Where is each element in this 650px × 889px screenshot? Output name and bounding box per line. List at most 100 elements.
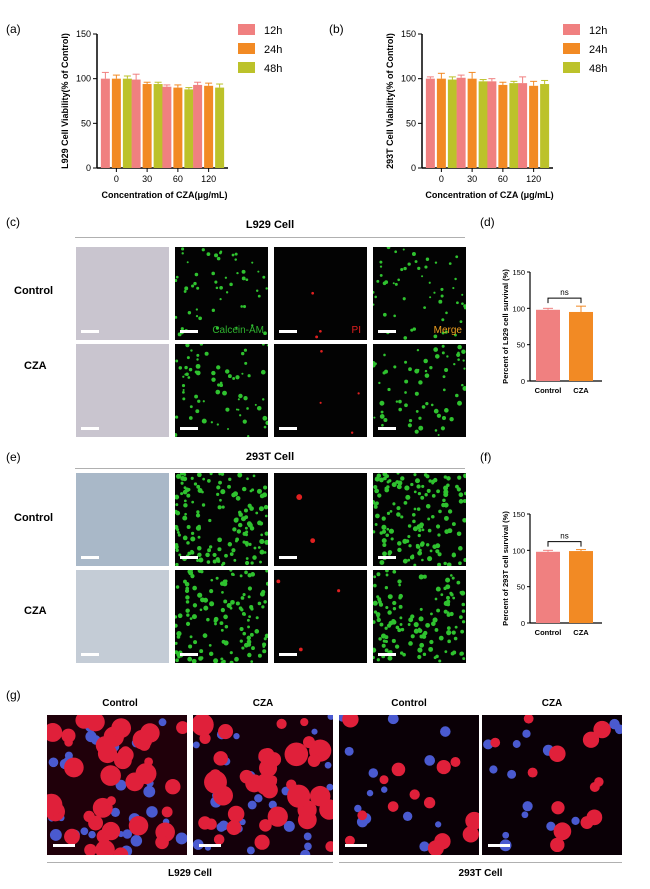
cell (387, 715, 399, 725)
cell (422, 574, 427, 579)
cell (256, 405, 262, 411)
cell (376, 572, 381, 577)
cell (379, 265, 383, 268)
cell (75, 715, 93, 729)
pi-image: PI (274, 247, 367, 340)
cell (311, 291, 315, 295)
cell (393, 314, 396, 318)
cell (441, 351, 445, 355)
cell (238, 510, 242, 515)
group-divider-293t (339, 862, 622, 863)
cell (254, 403, 257, 406)
cell (446, 602, 451, 607)
cell (456, 580, 461, 585)
cell (375, 501, 379, 506)
cell (425, 503, 431, 509)
cell (489, 765, 498, 774)
cell (203, 605, 209, 611)
row-label-cza: CZA (24, 360, 47, 372)
cell (390, 537, 394, 541)
cell (460, 590, 466, 596)
cell (379, 775, 389, 785)
cell (241, 351, 245, 356)
cell (175, 615, 178, 619)
cell (442, 388, 446, 392)
cell (227, 542, 233, 547)
cell (394, 250, 398, 254)
x-tick-label: 120 (526, 174, 541, 184)
cell (225, 369, 230, 374)
cell (161, 806, 173, 818)
panel-label-b: (b) (329, 22, 344, 36)
cell (327, 715, 333, 720)
cell (196, 510, 200, 514)
cell (175, 278, 178, 283)
cell (190, 550, 195, 555)
cell (88, 815, 104, 831)
cell (220, 628, 224, 632)
bar (536, 309, 560, 381)
x-axis-label: Concentration of CZA(μg/mL) (102, 190, 228, 200)
bar (498, 84, 508, 168)
cell (428, 281, 431, 284)
cell (379, 400, 385, 406)
cell (261, 605, 265, 609)
cell (213, 658, 219, 663)
cell (441, 344, 445, 348)
cell (399, 616, 403, 620)
cell (384, 635, 389, 640)
cell (255, 616, 259, 620)
cell (246, 846, 255, 855)
scale-bar (53, 844, 75, 847)
bar (184, 89, 194, 168)
y-axis-label: Percent of 293T cell survival (%) (501, 511, 510, 626)
cell (220, 657, 224, 661)
cell (412, 327, 417, 331)
cell (204, 351, 209, 356)
cell (240, 608, 244, 612)
cell (110, 807, 120, 817)
cell (416, 507, 421, 511)
cell (425, 257, 430, 261)
cell (397, 547, 402, 553)
cell (235, 408, 238, 411)
cell (264, 531, 268, 536)
cell (130, 835, 143, 847)
cell (251, 324, 254, 327)
cell (315, 335, 319, 339)
legend-label: 24h (589, 44, 607, 56)
scale-bar (279, 427, 297, 430)
cell (457, 344, 462, 350)
cell (445, 584, 451, 590)
cell (402, 297, 406, 301)
cell (175, 650, 179, 655)
cell (423, 358, 428, 364)
cell (226, 820, 242, 836)
cell (408, 617, 414, 623)
x-tick-label: CZA (573, 386, 589, 395)
cell (220, 607, 225, 613)
cell (243, 508, 248, 513)
cell (210, 578, 214, 582)
cell (246, 635, 252, 641)
cell-texture (175, 570, 268, 663)
cell (190, 349, 193, 352)
bar (142, 84, 152, 168)
calcein-image (175, 570, 268, 663)
cell (512, 740, 521, 748)
cell (405, 494, 411, 500)
cell (229, 552, 234, 556)
y-tick-label: 0 (521, 377, 525, 386)
cell (382, 551, 387, 557)
cell (374, 362, 377, 366)
cell (247, 435, 250, 437)
cell (235, 496, 241, 501)
cell (463, 307, 466, 310)
cell (303, 832, 312, 841)
cell (409, 789, 420, 800)
cell (247, 800, 257, 810)
cell (239, 627, 244, 632)
cell (196, 286, 200, 290)
cell (252, 474, 256, 478)
cell (394, 644, 400, 649)
